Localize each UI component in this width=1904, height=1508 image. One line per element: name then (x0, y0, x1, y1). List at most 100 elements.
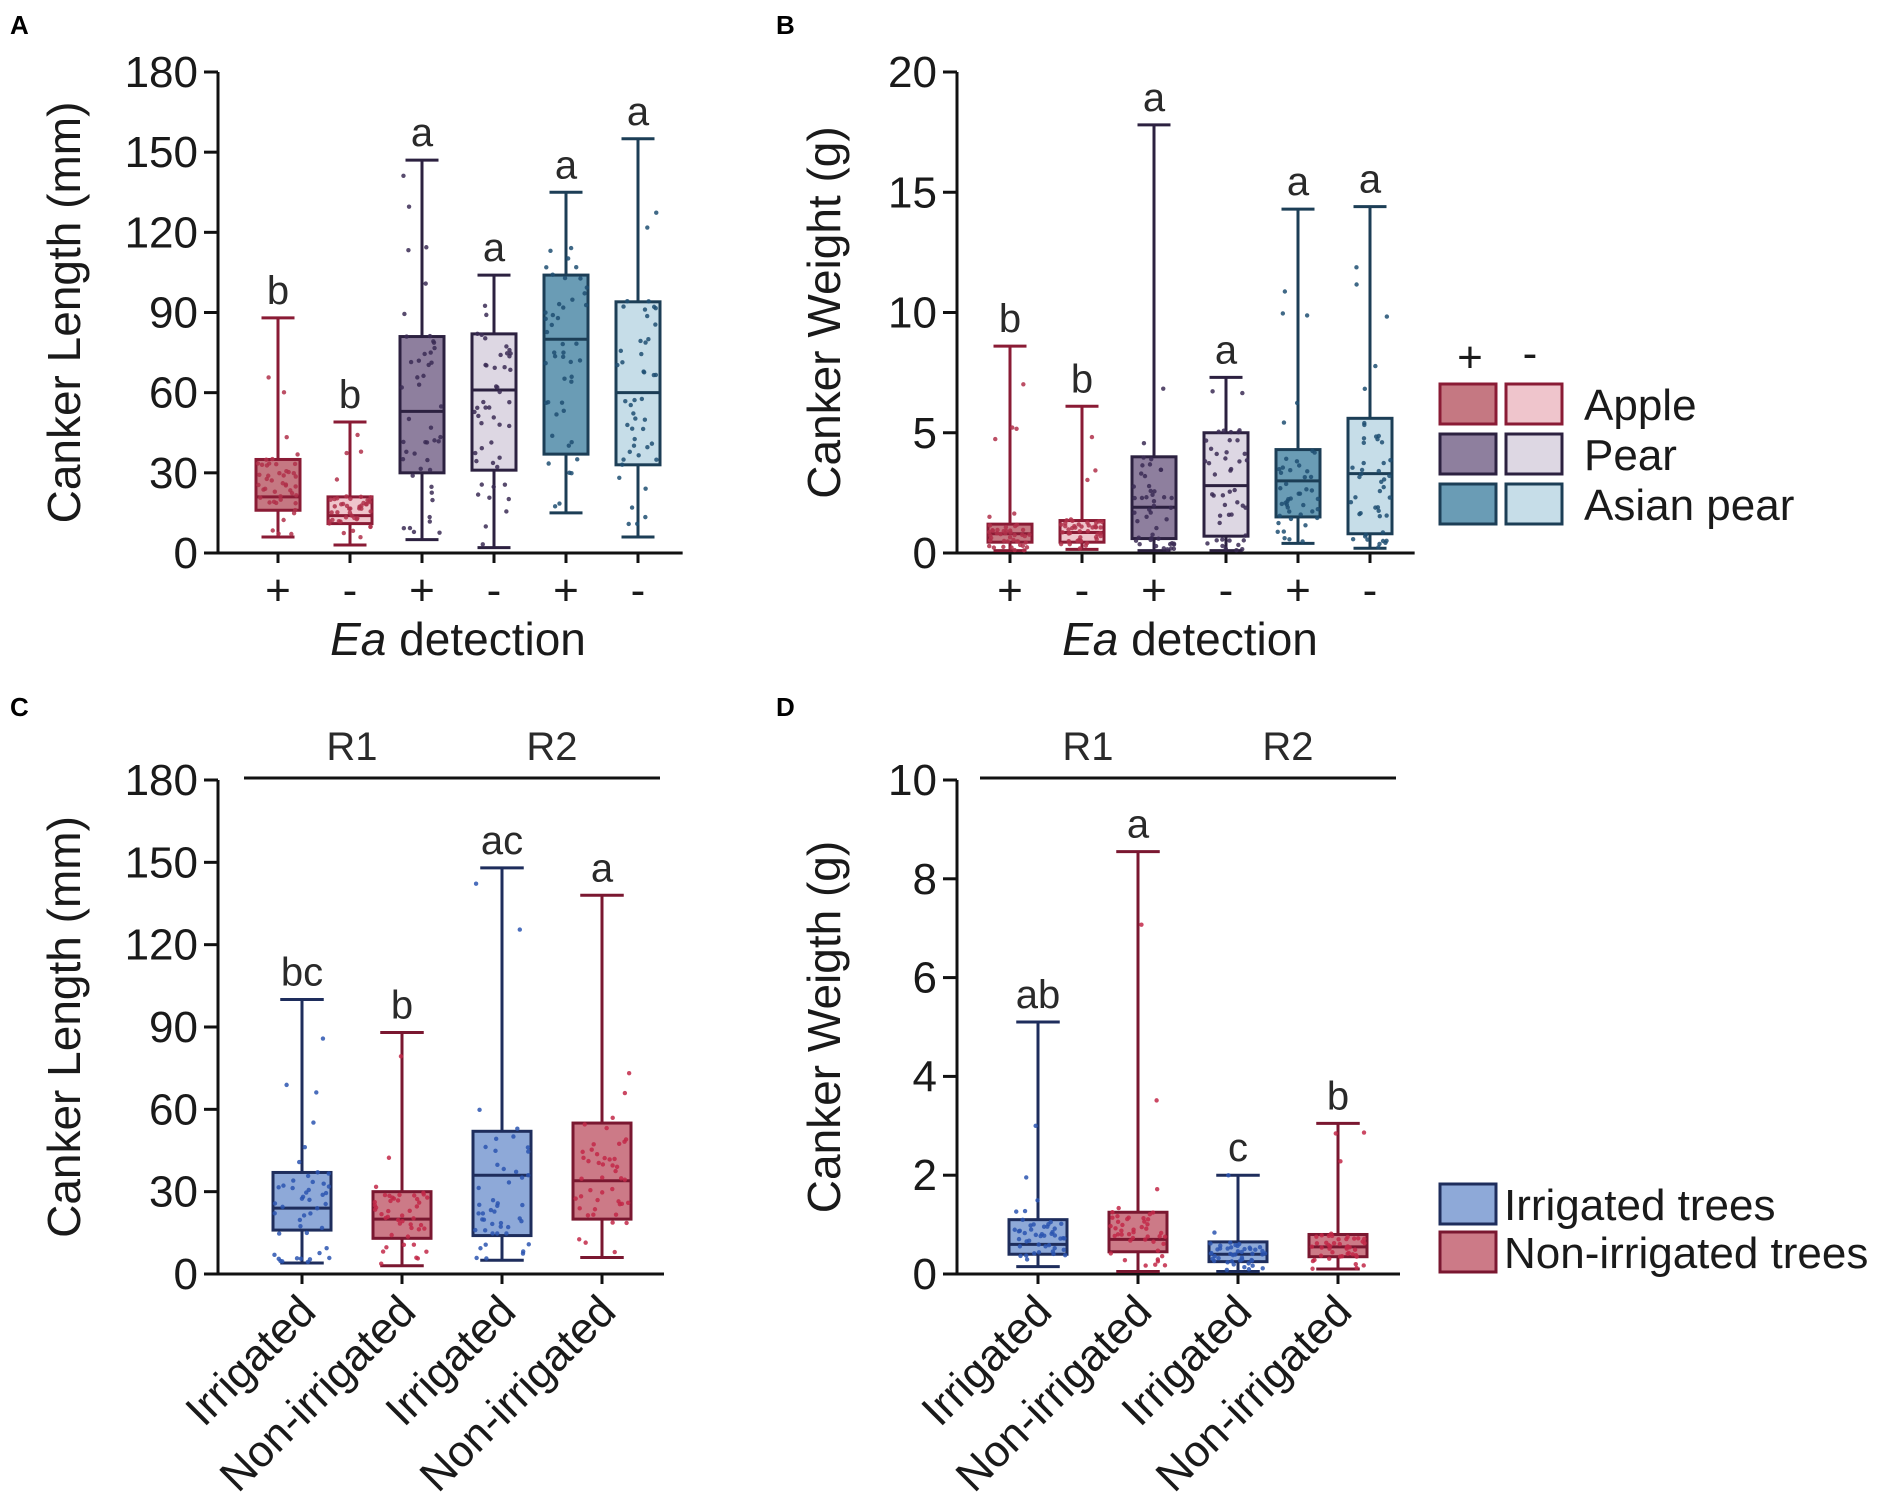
data-point (1242, 451, 1247, 457)
data-point (1288, 516, 1294, 522)
data-point (1298, 512, 1303, 517)
data-point (1079, 524, 1084, 529)
data-point (646, 337, 651, 342)
data-point (1353, 495, 1358, 500)
data-point (437, 530, 442, 535)
data-point (284, 1082, 289, 1088)
significance-letter: b (1327, 1074, 1349, 1118)
data-point (1083, 543, 1089, 548)
data-point (416, 1227, 422, 1232)
data-point (617, 475, 622, 480)
data-point (427, 519, 433, 524)
data-point (613, 1212, 619, 1217)
data-point (350, 528, 356, 534)
data-point (1246, 1261, 1251, 1266)
data-point (480, 542, 485, 547)
y-axis-title: Canker Length (mm) (38, 102, 90, 524)
box-3 (571, 893, 633, 1260)
y-tick-label: 4 (913, 1052, 937, 1101)
data-point (1093, 534, 1099, 540)
data-point (556, 301, 562, 307)
data-point (367, 498, 372, 503)
data-point (492, 1209, 497, 1214)
data-point (475, 492, 481, 497)
data-point (1214, 451, 1219, 457)
data-point (552, 354, 558, 359)
data-point (483, 405, 488, 410)
data-point (1036, 1242, 1041, 1247)
data-point (550, 433, 555, 439)
data-point (1280, 465, 1286, 470)
data-point (653, 322, 658, 327)
data-point (1303, 523, 1308, 528)
data-point (1309, 488, 1315, 493)
data-point (1242, 1246, 1247, 1252)
x-axis-title-italic: Ea (330, 613, 386, 665)
y-tick-label: 0 (913, 529, 937, 578)
data-point (480, 1211, 486, 1216)
box-3 (1202, 375, 1250, 553)
y-tick-label: 90 (149, 289, 198, 338)
data-point (604, 1125, 609, 1131)
data-point (577, 1237, 582, 1242)
data-point (1156, 536, 1161, 541)
data-point (1035, 1198, 1040, 1203)
data-point (1304, 487, 1309, 492)
data-point (307, 1197, 312, 1203)
data-point (1119, 1232, 1124, 1237)
data-point (1296, 463, 1302, 468)
data-point (578, 276, 583, 281)
y-tick-label: 180 (125, 48, 198, 97)
data-point (1147, 462, 1153, 467)
data-point (1351, 1236, 1357, 1241)
data-point (414, 1196, 420, 1202)
data-point (642, 307, 648, 312)
significance-letter: a (411, 111, 434, 155)
data-point (1168, 546, 1174, 551)
data-point (315, 1170, 320, 1175)
data-point (259, 462, 265, 468)
data-point (270, 456, 275, 462)
y-tick-label: 0 (174, 529, 198, 578)
data-point (610, 1220, 615, 1225)
data-point (1168, 505, 1174, 511)
data-point (993, 436, 998, 442)
data-point (1350, 1252, 1355, 1257)
data-point (1381, 460, 1386, 466)
data-point (404, 449, 409, 454)
data-point (1337, 1254, 1343, 1259)
data-point (988, 535, 994, 541)
data-point (479, 482, 484, 487)
data-point (1150, 532, 1155, 537)
data-point (526, 1149, 531, 1154)
data-point (1012, 1227, 1017, 1232)
data-point (578, 1194, 584, 1199)
data-point (1110, 1215, 1115, 1220)
data-point (327, 521, 332, 526)
data-point (581, 1155, 586, 1161)
data-point (272, 489, 278, 494)
data-point (267, 500, 272, 505)
data-point (552, 350, 557, 355)
box-2 (471, 866, 533, 1262)
data-point (1244, 458, 1250, 463)
data-point (483, 362, 488, 368)
data-point (294, 1256, 300, 1261)
data-point (1238, 1258, 1243, 1263)
data-point (1061, 1247, 1066, 1253)
data-point (1062, 1236, 1067, 1241)
y-axis-title: Canker Weight (g) (798, 126, 850, 498)
data-point (281, 390, 287, 395)
data-point (594, 1152, 600, 1157)
box-1 (1107, 850, 1169, 1274)
data-point (1241, 538, 1246, 543)
data-point (1361, 1130, 1367, 1135)
data-point (1022, 1208, 1028, 1214)
data-point (411, 529, 417, 535)
data-point (561, 305, 566, 310)
data-point (404, 334, 409, 339)
data-point (1058, 1236, 1063, 1241)
data-point (525, 1145, 531, 1150)
data-point (622, 1090, 628, 1096)
